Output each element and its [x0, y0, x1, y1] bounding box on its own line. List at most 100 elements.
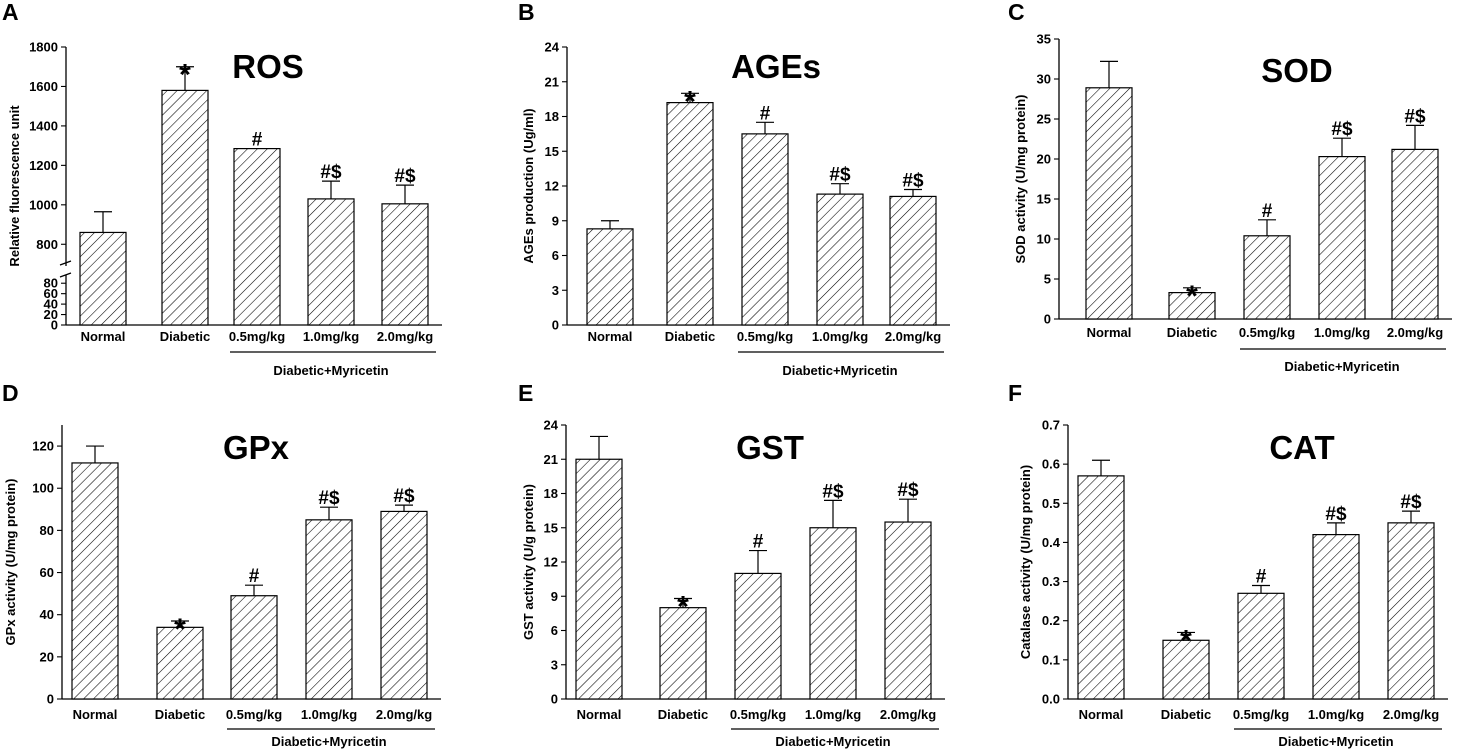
y-tick-label: 0.3 — [1042, 574, 1060, 589]
significance-mark: * — [1180, 624, 1192, 657]
group-label: Diabetic+Myricetin — [775, 734, 890, 749]
x-category-label: Diabetic — [1161, 707, 1212, 722]
bar — [586, 228, 634, 326]
x-category-label: 0.5mg/kg — [730, 707, 786, 722]
x-category-label: 0.5mg/kg — [1233, 707, 1289, 722]
significance-mark: #$ — [902, 170, 924, 191]
x-category-label: Normal — [588, 329, 633, 344]
y-tick-label: 15 — [544, 520, 558, 535]
x-category-label: Normal — [81, 329, 126, 344]
x-category-label: Diabetic — [658, 707, 709, 722]
x-category-label: Normal — [73, 707, 118, 722]
x-category-label: 0.5mg/kg — [737, 329, 793, 344]
significance-mark: #$ — [1404, 106, 1426, 127]
significance-mark: #$ — [394, 166, 416, 187]
y-tick-label: 1200 — [29, 158, 58, 173]
bar — [741, 133, 789, 326]
y-tick-label: 35 — [1037, 32, 1051, 47]
panel-title: CAT — [1269, 429, 1334, 466]
bar — [230, 595, 278, 700]
panel-b: 0 3 6 9 12 15 18 21 24 Normal * Diabetic #0.5mg/kg #$… — [518, 0, 950, 378]
y-tick-label: 1000 — [29, 197, 58, 212]
x-category-label: 1.0mg/kg — [812, 329, 868, 344]
panel-title: GST — [736, 429, 804, 466]
y-tick-label: 0 — [51, 318, 58, 333]
bar — [233, 147, 281, 326]
bar — [156, 626, 204, 700]
y-tick-label: 0 — [47, 692, 54, 707]
y-tick-label: 0.6 — [1042, 457, 1060, 472]
y-tick-label: 21 — [544, 452, 558, 467]
x-category-label: 1.0mg/kg — [301, 707, 357, 722]
panel-title: SOD — [1261, 52, 1333, 89]
axis-break-mark — [59, 260, 72, 266]
panel-title: ROS — [232, 48, 304, 85]
bar — [380, 510, 428, 700]
axis-break-mark — [59, 272, 72, 278]
y-tick-label: 40 — [40, 607, 54, 622]
y-tick-label: 0 — [551, 692, 558, 707]
x-category-label: 2.0mg/kg — [1383, 707, 1439, 722]
significance-mark: # — [760, 103, 771, 124]
significance-mark: #$ — [1400, 492, 1422, 513]
y-axis-label: Relative fluorescence unit — [7, 105, 22, 267]
x-category-label: Diabetic — [665, 329, 716, 344]
significance-mark: #$ — [318, 488, 340, 509]
y-tick-label: 9 — [552, 213, 559, 228]
group-label: Diabetic+Myricetin — [271, 734, 386, 749]
x-category-label: Diabetic — [155, 707, 206, 722]
bar — [1085, 87, 1133, 320]
significance-mark: # — [1256, 566, 1267, 587]
y-tick-label: 80 — [40, 523, 54, 538]
group-label: Diabetic+Myricetin — [1278, 734, 1393, 749]
significance-mark: # — [252, 130, 263, 151]
y-tick-label: 0.1 — [1042, 652, 1060, 667]
bar — [381, 203, 429, 326]
group-label: Diabetic+Myricetin — [273, 363, 388, 378]
x-category-label: 0.5mg/kg — [229, 329, 285, 344]
y-tick-label: 18 — [545, 109, 559, 124]
significance-mark: #$ — [829, 165, 851, 186]
x-category-label: Diabetic — [1167, 325, 1218, 340]
y-tick-label: 12 — [544, 555, 558, 570]
x-category-label: Normal — [1079, 707, 1124, 722]
y-tick-label: 30 — [1037, 72, 1051, 87]
y-tick-label: 5 — [1044, 272, 1051, 287]
y-tick-label: 0.4 — [1042, 535, 1061, 550]
x-category-label: Diabetic — [160, 329, 211, 344]
bar — [1391, 148, 1439, 320]
bar — [1077, 475, 1125, 700]
x-category-label: 2.0mg/kg — [1387, 325, 1443, 340]
significance-mark: * — [174, 613, 186, 646]
x-category-label: 2.0mg/kg — [880, 707, 936, 722]
bar — [1387, 522, 1435, 700]
y-tick-label: 0.7 — [1042, 418, 1060, 433]
panel-letter: D — [2, 380, 19, 406]
significance-mark: #$ — [822, 481, 844, 502]
bar — [659, 607, 707, 700]
panel-letter: E — [518, 380, 533, 406]
y-tick-label: 100 — [32, 481, 54, 496]
y-tick-label: 800 — [36, 237, 58, 252]
significance-mark: #$ — [393, 486, 415, 507]
panel-title: AGEs — [731, 48, 821, 85]
panel-e: 0 3 6 9 12 15 18 21 24 Normal * Diabetic #0.5mg/kg #$… — [518, 380, 945, 749]
significance-mark: # — [753, 532, 764, 553]
y-axis-label: GST activity (U/g protein) — [521, 484, 536, 640]
bar — [809, 527, 857, 700]
y-tick-label: 0.0 — [1042, 692, 1060, 707]
y-tick-label: 9 — [551, 589, 558, 604]
y-tick-label: 6 — [552, 248, 559, 263]
significance-mark: * — [684, 85, 696, 118]
y-tick-label: 15 — [1037, 192, 1051, 207]
bar — [79, 231, 127, 326]
y-axis-label: GPx activity (U/mg protein) — [3, 479, 18, 646]
y-tick-label: 80 — [44, 276, 58, 291]
bar — [575, 458, 623, 700]
panel-letter: C — [1008, 0, 1025, 25]
bar — [161, 89, 209, 326]
y-tick-label: 60 — [40, 565, 54, 580]
bar — [1162, 639, 1210, 700]
significance-mark: * — [179, 59, 191, 92]
